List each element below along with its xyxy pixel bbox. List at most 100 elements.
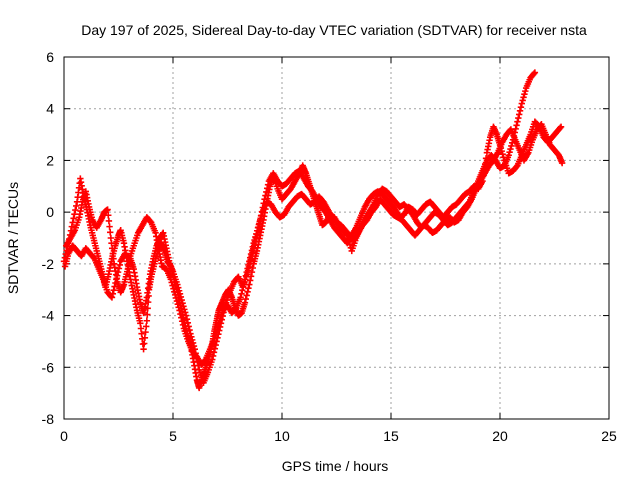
data-point bbox=[176, 307, 183, 314]
data-point bbox=[68, 223, 76, 230]
data-point bbox=[481, 160, 489, 168]
y-tick-label: -8 bbox=[42, 411, 55, 427]
data-point bbox=[246, 281, 253, 288]
data-point bbox=[242, 295, 250, 303]
data-point bbox=[246, 277, 254, 284]
data-point bbox=[143, 317, 151, 324]
x-tick-label: 25 bbox=[601, 428, 617, 444]
data-point bbox=[192, 350, 199, 357]
data-point bbox=[213, 338, 220, 345]
data-point bbox=[183, 315, 191, 323]
axis-ticks bbox=[63, 56, 610, 420]
data-point bbox=[140, 345, 147, 353]
data-point bbox=[71, 211, 78, 218]
data-point bbox=[195, 362, 202, 369]
data-point bbox=[261, 196, 268, 203]
data-point bbox=[171, 288, 178, 295]
x-axis-tick-labels: 0 5 10 15 20 25 bbox=[60, 428, 617, 444]
data-point bbox=[106, 223, 113, 230]
data-point bbox=[175, 284, 182, 291]
data-point bbox=[246, 260, 253, 267]
data-point bbox=[108, 294, 116, 301]
data-point bbox=[175, 304, 182, 311]
chart-title: Day 197 of 2025, Sidereal Day-to-day VTE… bbox=[81, 22, 587, 38]
data-point bbox=[530, 70, 538, 77]
data-point bbox=[241, 299, 249, 306]
data-point bbox=[257, 212, 265, 219]
data-point bbox=[176, 290, 184, 298]
data-point bbox=[211, 345, 219, 352]
data-point bbox=[172, 294, 180, 302]
data-point bbox=[110, 287, 117, 294]
data-point bbox=[256, 220, 263, 227]
data-point bbox=[220, 309, 227, 316]
data-point bbox=[169, 282, 176, 289]
data-point bbox=[245, 284, 252, 292]
data-point bbox=[515, 114, 522, 122]
data-point bbox=[531, 69, 539, 76]
data-point bbox=[217, 320, 225, 327]
x-tick-label: 0 bbox=[60, 428, 68, 444]
data-point bbox=[115, 265, 123, 272]
data-point bbox=[244, 288, 251, 295]
data-point bbox=[243, 271, 251, 278]
series-1 bbox=[60, 69, 539, 392]
data-point bbox=[556, 124, 564, 132]
y-tick-label: -4 bbox=[42, 308, 55, 324]
data-point bbox=[181, 306, 188, 313]
data-point bbox=[506, 148, 513, 156]
x-tick-label: 10 bbox=[274, 428, 290, 444]
data-point bbox=[250, 245, 257, 253]
data-point bbox=[185, 323, 192, 330]
data-point bbox=[505, 152, 512, 159]
data-point bbox=[179, 321, 187, 329]
data-point bbox=[500, 154, 507, 161]
x-tick-label: 15 bbox=[383, 428, 399, 444]
data-point bbox=[480, 172, 487, 179]
data-point bbox=[249, 249, 256, 256]
data-point bbox=[248, 252, 255, 260]
data-point bbox=[558, 159, 566, 167]
data-point bbox=[105, 217, 113, 225]
data-point bbox=[263, 185, 271, 192]
data-point bbox=[251, 238, 259, 245]
data-point bbox=[496, 141, 504, 149]
data-point bbox=[144, 311, 151, 318]
data-point bbox=[179, 299, 186, 307]
y-axis-label: SDTVAR / TECUs bbox=[5, 182, 21, 294]
data-point bbox=[518, 100, 525, 107]
data-point bbox=[189, 339, 197, 347]
data-point bbox=[237, 294, 244, 301]
data-point bbox=[244, 267, 252, 274]
data-point bbox=[175, 287, 183, 294]
data-point bbox=[479, 177, 486, 185]
data-point bbox=[178, 314, 185, 321]
data-point bbox=[497, 144, 505, 152]
data-point bbox=[499, 151, 506, 158]
data-point bbox=[262, 192, 269, 199]
data-point bbox=[257, 216, 264, 224]
data-point bbox=[174, 300, 181, 308]
data-point bbox=[247, 256, 254, 263]
data-point bbox=[193, 354, 200, 361]
data-point bbox=[170, 285, 177, 292]
data-point bbox=[254, 227, 261, 234]
data-point bbox=[212, 341, 219, 349]
data-point bbox=[141, 340, 148, 347]
data-point bbox=[107, 229, 114, 236]
data-point bbox=[214, 334, 221, 342]
data-point bbox=[264, 181, 272, 188]
data-point bbox=[104, 206, 111, 213]
data-point bbox=[520, 94, 527, 101]
data-point bbox=[514, 118, 521, 125]
data-point bbox=[186, 326, 193, 334]
data-point bbox=[142, 328, 149, 336]
data-point bbox=[177, 310, 184, 318]
data-point bbox=[259, 204, 267, 211]
data-point bbox=[182, 309, 189, 316]
data-point bbox=[178, 296, 185, 304]
data-point bbox=[184, 319, 192, 327]
data-point bbox=[263, 188, 270, 196]
data-point bbox=[513, 122, 520, 129]
